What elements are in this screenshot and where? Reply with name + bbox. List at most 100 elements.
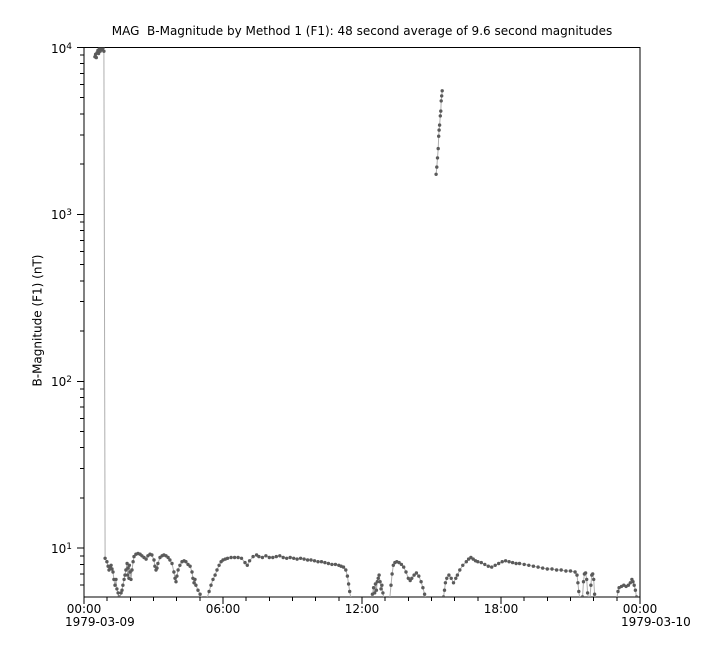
y-tick-label-1: 102 [51, 372, 72, 389]
x-tick-label-3: 18:00 [482, 603, 520, 616]
data-point [267, 555, 271, 560]
data-point [215, 568, 219, 572]
data-point [576, 581, 580, 585]
x-tick-date: 1979-03-09 [65, 615, 135, 629]
x-tick-label-4: 00:00 1979-03-10 [621, 603, 691, 629]
data-point [345, 574, 350, 578]
data-point [626, 583, 631, 587]
data-point [152, 558, 156, 562]
data-point [442, 588, 447, 592]
data-point [274, 554, 278, 559]
data-point [107, 568, 111, 572]
data-point [507, 560, 511, 564]
y-tick-base: 10 [50, 375, 67, 390]
data-point [592, 592, 597, 596]
data-point [309, 558, 313, 562]
data-layer [93, 47, 639, 597]
data-point [375, 580, 379, 584]
y-tick-exponent: 2 [66, 375, 72, 386]
data-point [404, 570, 408, 574]
data-point [440, 89, 444, 93]
x-tick-time: 00:00 [622, 602, 658, 616]
data-point [632, 583, 636, 587]
data-point [500, 560, 504, 564]
data-point [172, 570, 176, 574]
data-point [105, 560, 109, 564]
y-tick-label-3: 104 [51, 39, 72, 56]
data-point [585, 591, 590, 595]
data-point [449, 576, 453, 580]
data-point [381, 591, 385, 595]
data-point [144, 557, 148, 561]
data-point [206, 596, 208, 597]
axis-ticks [77, 47, 641, 604]
data-point [121, 583, 125, 587]
data-point [292, 556, 296, 560]
data-point [583, 571, 588, 575]
data-point [541, 566, 545, 570]
data-point [200, 596, 203, 597]
x-tick-label-0: 00:00 1979-03-09 [65, 603, 135, 629]
data-point [589, 583, 593, 587]
data-point [109, 563, 113, 567]
data-point [451, 581, 456, 585]
data-point [434, 172, 438, 176]
data-point [168, 558, 172, 562]
data-point [510, 560, 515, 565]
x-tick-time: 06:00 [205, 602, 241, 616]
data-point [406, 576, 410, 580]
data-point [111, 570, 115, 574]
data-point [319, 560, 324, 564]
data-point [382, 596, 385, 597]
data-point [346, 582, 351, 586]
data-point [122, 577, 126, 582]
data-point [302, 557, 306, 561]
data-point [207, 589, 211, 594]
data-point [251, 554, 255, 559]
data-point [101, 47, 105, 50]
data-point [447, 573, 451, 577]
data-point [388, 596, 391, 597]
data-point [522, 562, 526, 567]
data-point [483, 562, 487, 567]
y-tick-base: 10 [50, 542, 67, 557]
data-point [514, 561, 518, 566]
data-point [174, 580, 178, 584]
data-point [374, 588, 379, 592]
data-point [102, 49, 106, 53]
data-point [486, 564, 490, 568]
data-point [119, 591, 123, 595]
data-point [192, 581, 196, 585]
data-point [389, 583, 393, 587]
data-point [437, 128, 441, 132]
data-point [440, 94, 444, 98]
data-point [437, 123, 442, 127]
data-point [628, 581, 632, 585]
data-point [421, 586, 425, 590]
data-point [479, 560, 483, 565]
x-tick-time: 18:00 [483, 602, 519, 616]
data-point [419, 580, 423, 584]
y-tick-label-0: 101 [51, 539, 72, 556]
data-point [517, 561, 522, 566]
data-point [333, 562, 338, 567]
data-point [129, 577, 133, 582]
x-tick-date: 1979-03-10 [621, 615, 691, 629]
data-point [402, 565, 406, 569]
data-point [120, 588, 124, 592]
data-point [461, 563, 465, 567]
data-point [435, 165, 439, 169]
data-point [155, 566, 159, 570]
data-point [198, 592, 202, 596]
data-point [94, 55, 99, 60]
x-tick-time: 00:00 [66, 602, 102, 616]
data-point [377, 573, 381, 577]
data-point [312, 559, 317, 563]
y-tick-base: 10 [50, 208, 67, 223]
data-point [113, 583, 117, 587]
data-point [184, 560, 188, 564]
data-point [545, 567, 549, 571]
data-point [490, 565, 494, 569]
